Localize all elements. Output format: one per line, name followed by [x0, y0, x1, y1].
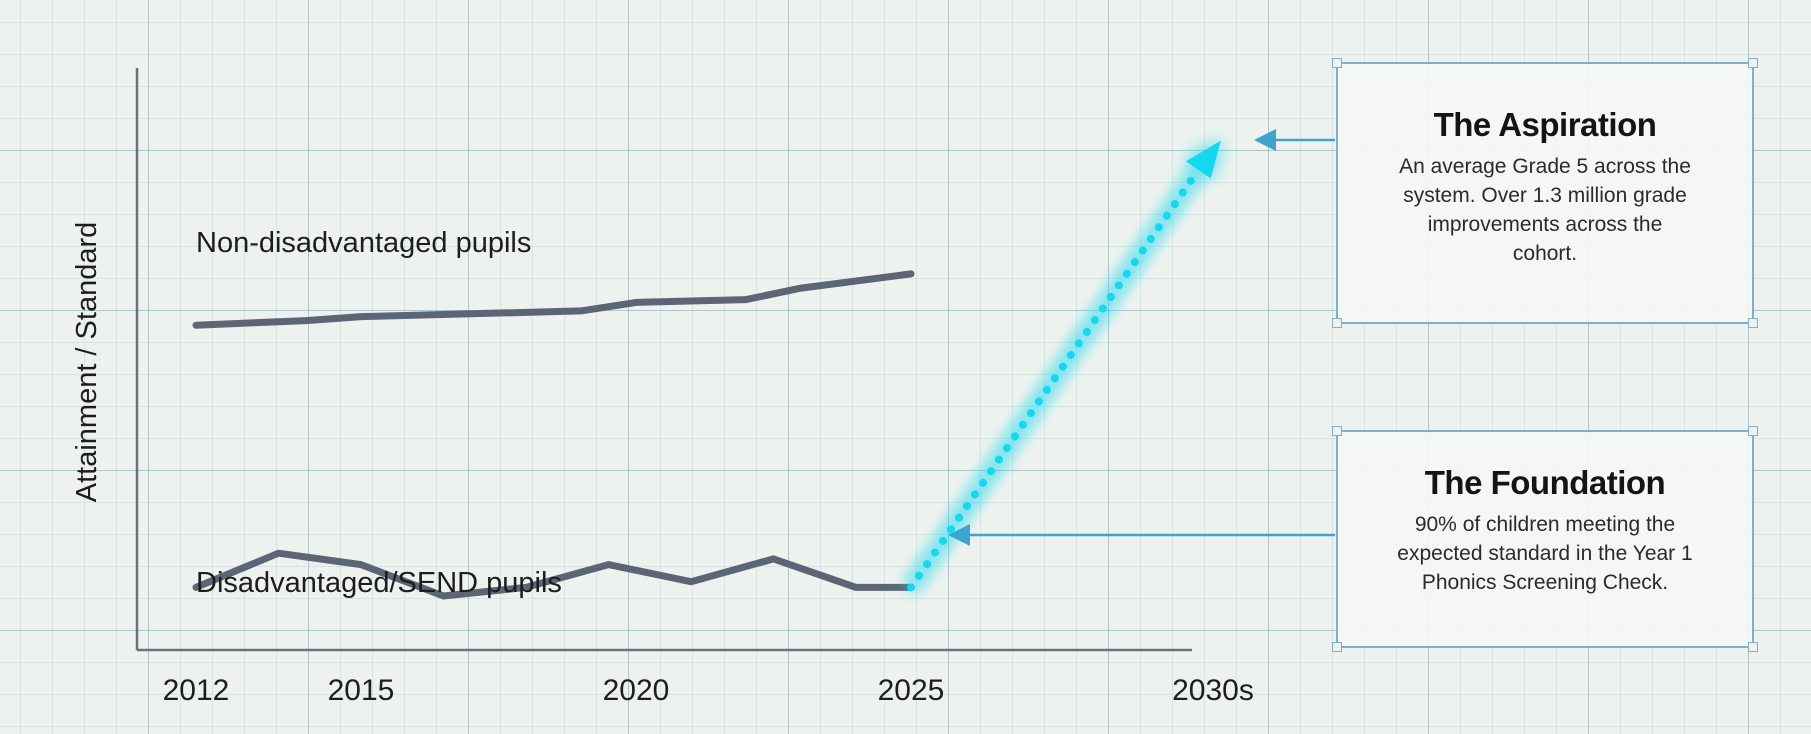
projection-line [907, 165, 1203, 592]
projection-arrowhead [1185, 140, 1221, 179]
series-line-disadvantaged [192, 549, 915, 600]
series-line-non-disadvantaged [192, 270, 915, 329]
series-label-non-disadvantaged: Non-disadvantaged pupils [196, 227, 531, 259]
x-tick-label: 2015 [328, 674, 395, 707]
foundation-title: The Foundation [1424, 464, 1666, 501]
x-tick-label: 2020 [603, 674, 670, 707]
aspiration-title: The Aspiration [1433, 106, 1657, 143]
foundation-body: 90% of children meeting the expected sta… [1397, 513, 1693, 594]
y-axis-label: Attainment / Standard [71, 222, 103, 503]
callout-arrow-aspiration [1254, 129, 1335, 151]
x-tick-label: 2012 [163, 674, 230, 707]
series-label-disadvantaged: Disadvantaged/SEND pupils [196, 567, 562, 599]
x-tick-label: 2025 [878, 674, 945, 707]
x-tick-label: 2030s [1172, 674, 1254, 707]
foundation-card: The Foundation 90% of children meeting t… [1332, 426, 1758, 652]
aspiration-card: The Aspiration An average Grade 5 across… [1332, 58, 1758, 328]
aspiration-body: An average Grade 5 across the system. Ov… [1399, 155, 1691, 265]
callout-arrow-foundation [948, 524, 1335, 546]
